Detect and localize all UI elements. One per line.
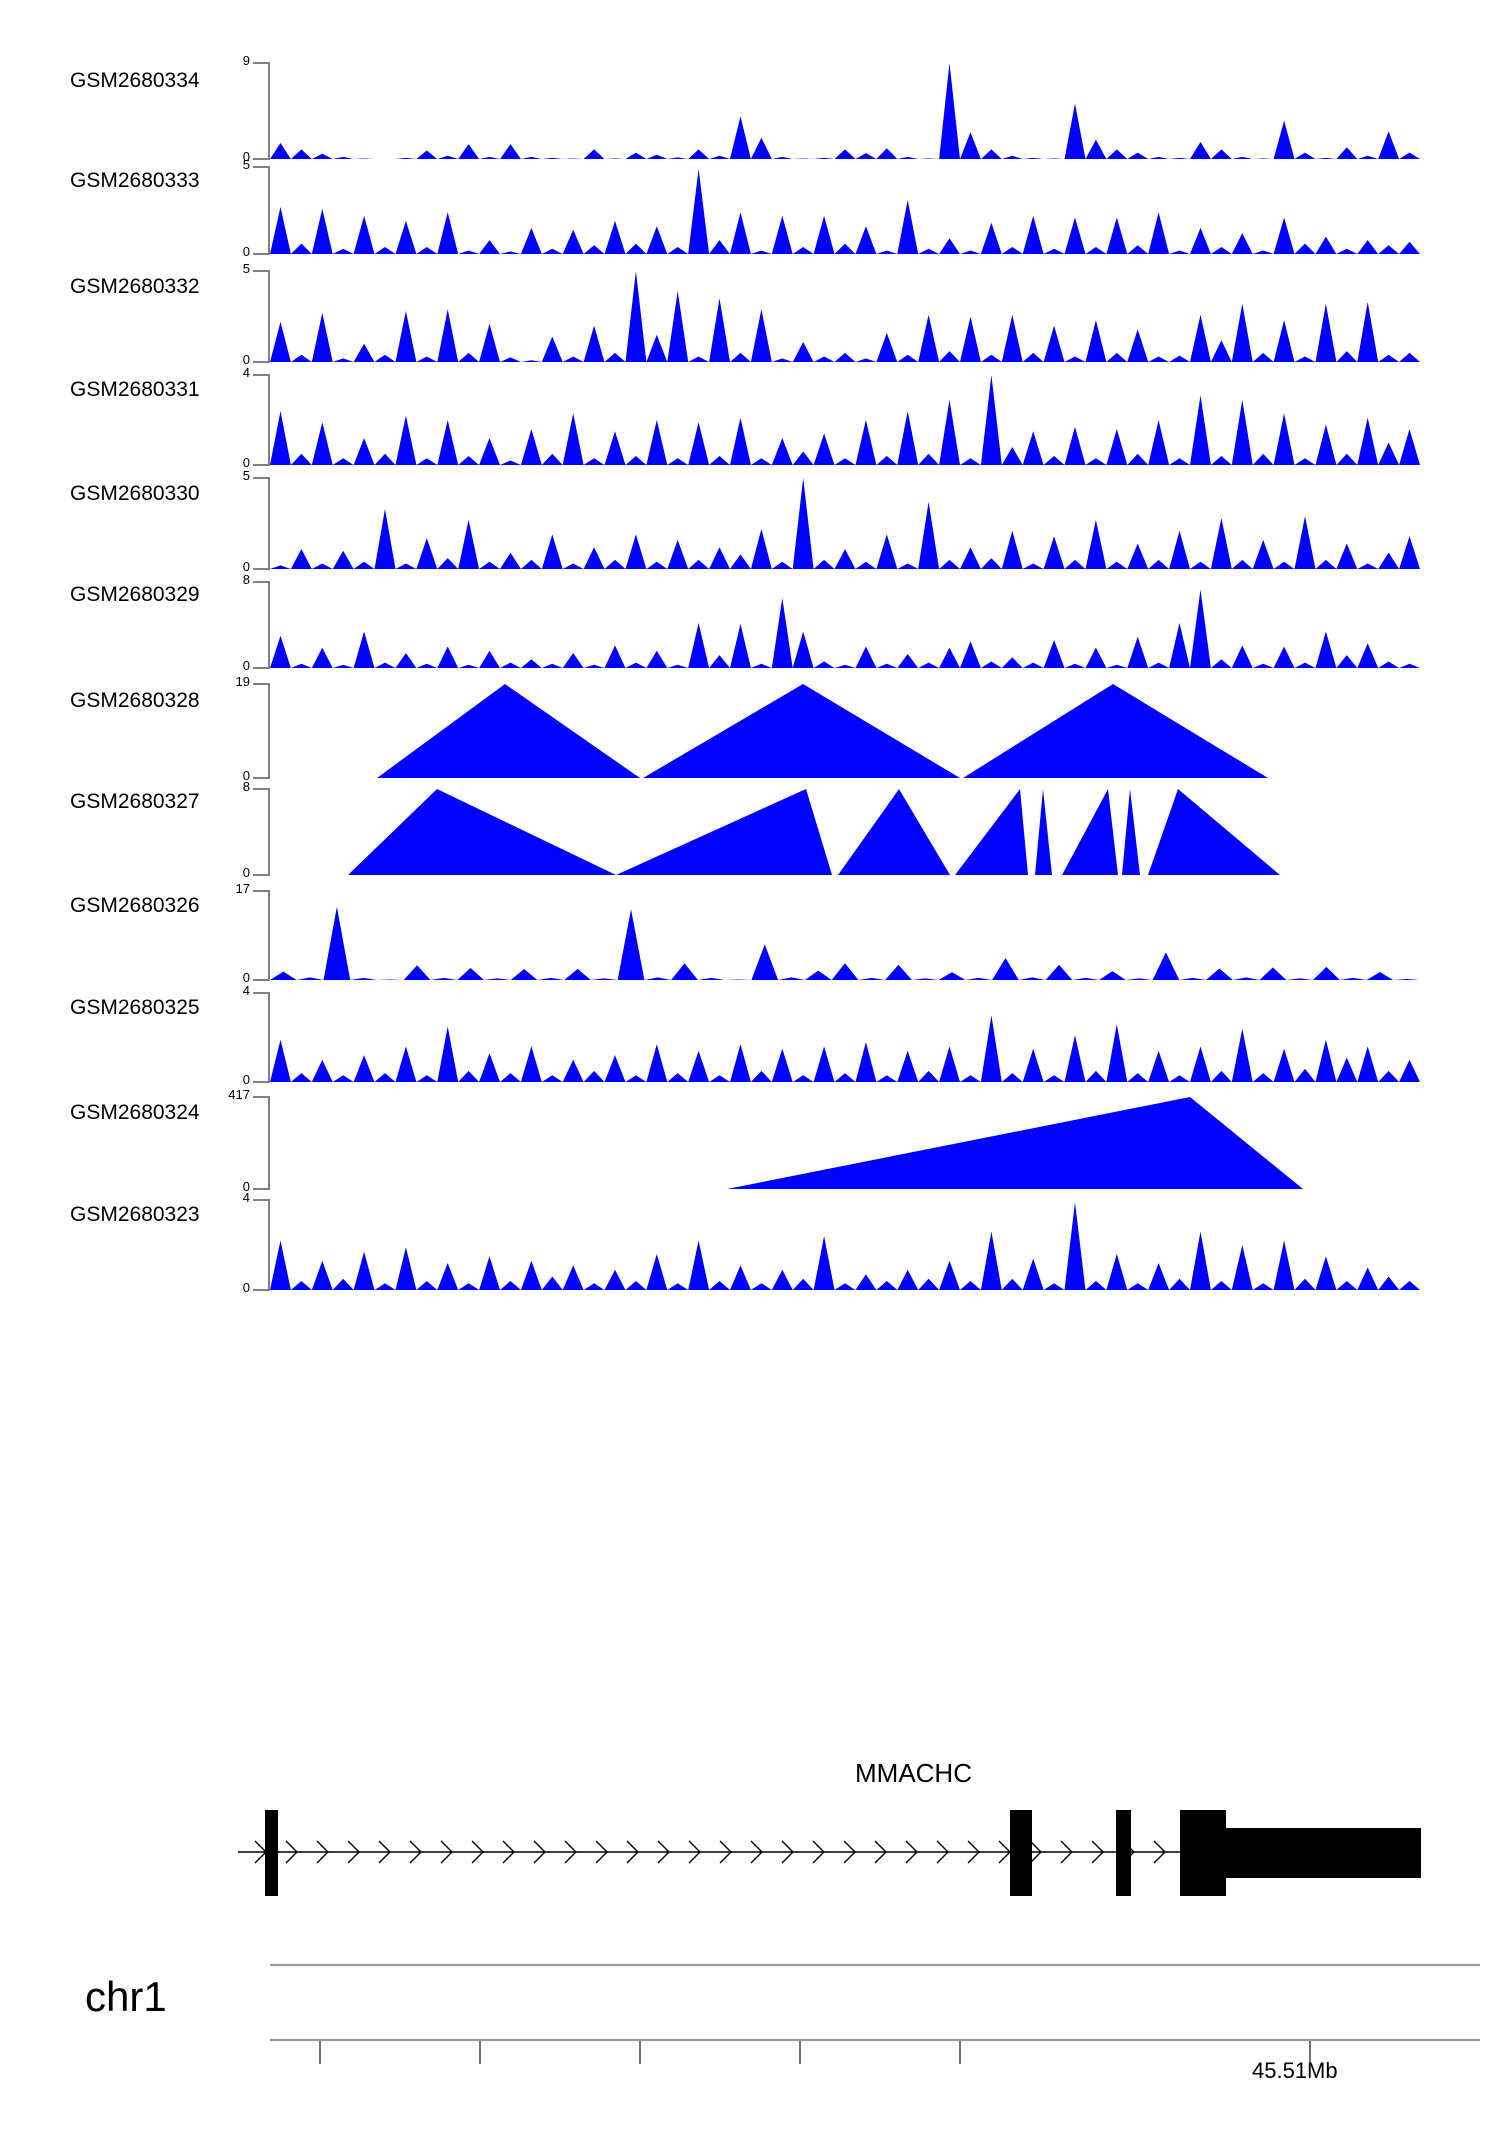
axis-max-label: 5 xyxy=(242,468,250,483)
strand-arrow-icon xyxy=(657,1840,670,1864)
strand-arrow-icon xyxy=(316,1840,329,1864)
track-label: GSM2680324 xyxy=(70,1101,200,1124)
axis-min-label: 0 xyxy=(242,1179,250,1194)
track-label: GSM2680328 xyxy=(70,689,200,712)
track-label: GSM2680325 xyxy=(70,995,200,1019)
axis-max-label: 417 xyxy=(228,1087,250,1102)
chromosome-axis: chr1 45.51Mb xyxy=(0,1940,1500,2140)
strand-arrow-icon xyxy=(1029,1840,1042,1864)
axis-max-label: 17 xyxy=(235,881,250,896)
gene-exon xyxy=(1116,1810,1131,1896)
chromosome-label: chr1 xyxy=(85,1973,167,2020)
axis-min-label: 0 xyxy=(242,970,250,985)
strand-arrow-icon xyxy=(905,1840,918,1864)
strand-arrow-icon xyxy=(843,1840,856,1864)
strand-arrow-icon xyxy=(1060,1840,1073,1864)
strand-arrow-icon xyxy=(874,1840,887,1864)
track-label: GSM2680323 xyxy=(70,1203,200,1226)
strand-arrow-icon xyxy=(502,1840,515,1864)
track-label: GSM2680333 xyxy=(70,168,200,192)
strand-arrow-icon xyxy=(688,1840,701,1864)
gene-model-track[interactable]: MMACHC xyxy=(0,1758,1500,1940)
strand-arrow-icon xyxy=(285,1840,298,1864)
axis-max-label: 4 xyxy=(242,1190,250,1205)
strand-arrow-icon xyxy=(347,1840,360,1864)
track-label: GSM2680332 xyxy=(70,274,200,298)
axis-max-label: 8 xyxy=(242,779,250,794)
track-label: GSM2680326 xyxy=(70,893,200,917)
strand-arrow-icon xyxy=(967,1840,980,1864)
chromosome-ruler-svg xyxy=(270,1963,1480,2064)
gene-exon xyxy=(265,1810,278,1896)
strand-arrow-icon xyxy=(1153,1840,1166,1864)
gene-exon xyxy=(1226,1828,1421,1878)
axis-min-label: 0 xyxy=(242,352,250,367)
axis-min-label: 0 xyxy=(242,149,250,164)
gene-exon xyxy=(1180,1810,1226,1896)
gene-model-svg xyxy=(238,1810,1421,1896)
track-label: GSM2680331 xyxy=(70,378,200,401)
track-label: GSM2680329 xyxy=(70,583,200,606)
gene-name-label: MMACHC xyxy=(855,1758,972,1788)
axis-min-label: 0 xyxy=(242,559,250,574)
axis-max-label: 9 xyxy=(242,53,250,68)
gene-exon xyxy=(1010,1810,1032,1896)
axis-max-label: 4 xyxy=(242,983,250,998)
strand-arrow-icon xyxy=(750,1840,763,1864)
track-label: GSM2680330 xyxy=(70,481,200,505)
strand-arrow-icon xyxy=(440,1840,453,1864)
axis-max-label: 5 xyxy=(242,157,250,172)
axis-min-label: 0 xyxy=(242,658,250,673)
axis-max-label: 5 xyxy=(242,261,250,276)
axis-min-label: 0 xyxy=(242,865,250,880)
strand-arrow-icon xyxy=(1091,1840,1104,1864)
strand-arrow-icon xyxy=(595,1840,608,1864)
strand-arrow-icon xyxy=(533,1840,546,1864)
axis-max-label: 8 xyxy=(242,572,250,587)
strand-arrow-icon xyxy=(471,1840,484,1864)
axis-min-label: 0 xyxy=(242,455,250,470)
strand-arrow-icon xyxy=(564,1840,577,1864)
strand-arrow-icon xyxy=(781,1840,794,1864)
strand-arrow-icon xyxy=(719,1840,732,1864)
axis-min-label: 0 xyxy=(242,1280,250,1295)
track-label: GSM2680327 xyxy=(70,790,200,813)
axis-min-label: 0 xyxy=(242,1072,250,1087)
track-label: GSM2680334 xyxy=(70,69,200,92)
axis-min-label: 0 xyxy=(242,244,250,259)
axis-max-label: 4 xyxy=(242,365,250,380)
axis-min-label: 0 xyxy=(242,768,250,783)
strand-arrow-icon xyxy=(626,1840,639,1864)
strand-arrow-icon xyxy=(409,1840,422,1864)
strand-arrow-icon xyxy=(378,1840,391,1864)
strand-arrow-icon xyxy=(936,1840,949,1864)
coordinate-tick-label: 45.51Mb xyxy=(1252,2058,1338,2083)
axis-max-label: 19 xyxy=(235,674,250,689)
strand-arrow-icon xyxy=(812,1840,825,1864)
